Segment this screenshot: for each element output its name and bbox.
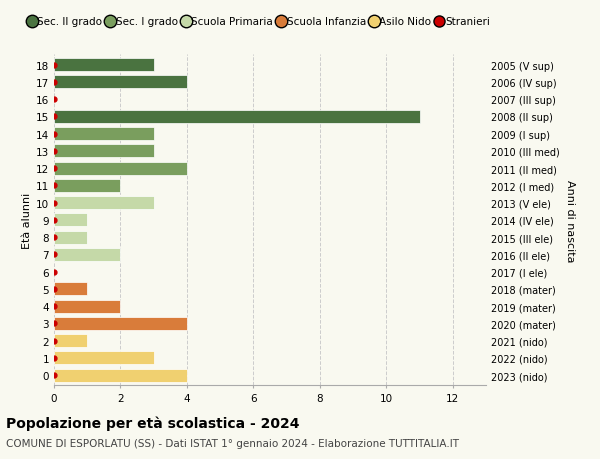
Legend: Sec. II grado, Sec. I grado, Scuola Primaria, Scuola Infanzia, Asilo Nido, Stran: Sec. II grado, Sec. I grado, Scuola Prim… [29,17,490,27]
Bar [54,317,187,330]
Text: Popolazione per età scolastica - 2024: Popolazione per età scolastica - 2024 [6,415,299,430]
Bar [54,214,87,227]
Bar [54,111,419,123]
Bar [54,369,187,382]
Bar [54,59,154,72]
Bar [54,231,87,244]
Bar [54,76,187,89]
Bar [54,145,154,158]
Bar [54,334,87,347]
Bar [54,283,87,296]
Bar [54,300,121,313]
Bar [54,248,121,261]
Bar [54,196,154,210]
Text: COMUNE DI ESPORLATU (SS) - Dati ISTAT 1° gennaio 2024 - Elaborazione TUTTITALIA.: COMUNE DI ESPORLATU (SS) - Dati ISTAT 1°… [6,438,459,448]
Bar [54,179,121,192]
Y-axis label: Anni di nascita: Anni di nascita [565,179,575,262]
Bar [54,162,187,175]
Bar [54,128,154,141]
Bar [54,352,154,364]
Y-axis label: Età alunni: Età alunni [22,192,32,248]
